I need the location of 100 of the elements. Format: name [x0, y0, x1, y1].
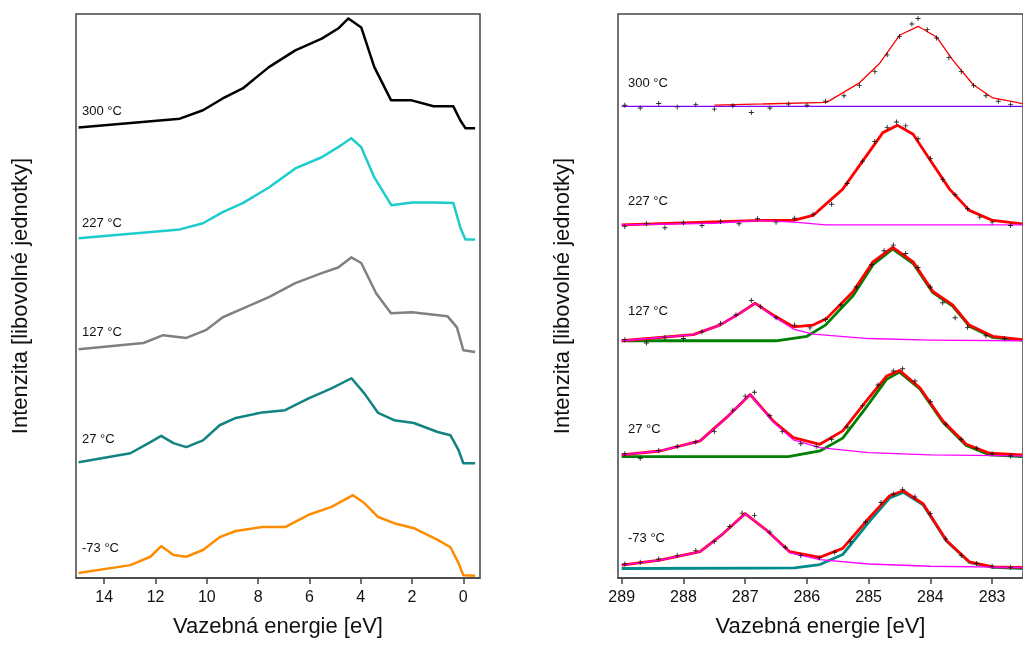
- point: [779, 428, 785, 434]
- x-tick-label: 4: [356, 587, 366, 605]
- point: [832, 549, 838, 555]
- point: [989, 451, 995, 457]
- x-tick-label: 283: [978, 587, 1006, 605]
- annotation: 27 °C: [628, 420, 661, 436]
- point: [940, 300, 946, 306]
- point: [662, 225, 668, 231]
- point: [656, 447, 662, 453]
- annotation: 127 °C: [628, 302, 668, 318]
- point: [964, 324, 970, 330]
- point: [622, 337, 628, 343]
- point: [927, 155, 933, 161]
- point: [940, 177, 946, 183]
- point: [952, 315, 958, 321]
- x-tick-label: 14: [95, 587, 114, 605]
- x-tick-label: 284: [917, 587, 944, 605]
- point: [674, 104, 680, 110]
- point: [751, 512, 757, 518]
- point: [822, 317, 828, 322]
- point: [813, 444, 819, 450]
- point: [890, 242, 896, 248]
- point: [869, 262, 875, 268]
- point: [662, 334, 668, 340]
- x-tick-label: 288: [670, 587, 697, 605]
- annotation: -73 °C: [628, 529, 665, 545]
- x-tick-label: 287: [731, 587, 759, 605]
- point: [1001, 336, 1007, 342]
- point: [1008, 564, 1014, 570]
- point: [1008, 223, 1014, 228]
- annotation: 300 °C: [628, 74, 668, 90]
- point: [816, 555, 822, 561]
- point: [711, 539, 717, 545]
- y-axis-title: Intenzita [libovolné jednotky]: [548, 157, 574, 435]
- point: [680, 336, 686, 342]
- point: [674, 444, 680, 450]
- point: [1008, 102, 1014, 108]
- x-tick-label: 12: [146, 587, 165, 605]
- point: [680, 220, 686, 226]
- point: [856, 83, 862, 89]
- point: [859, 158, 865, 164]
- point: [989, 219, 995, 225]
- point: [751, 389, 757, 395]
- point: [717, 219, 723, 225]
- point: [974, 560, 980, 566]
- point: [884, 52, 890, 58]
- point: [829, 436, 835, 442]
- point: [900, 487, 906, 493]
- point: [943, 536, 949, 542]
- point: [755, 216, 761, 222]
- point: [748, 109, 754, 115]
- point: [810, 211, 816, 217]
- point: [872, 139, 878, 145]
- point: [995, 98, 1001, 104]
- point: [822, 98, 828, 104]
- point: [693, 548, 699, 554]
- point: [952, 192, 958, 198]
- point: [674, 553, 680, 559]
- point: [934, 35, 940, 41]
- point: [881, 248, 887, 254]
- point: [748, 297, 754, 303]
- point: [798, 441, 804, 447]
- point: [903, 123, 909, 129]
- point: [909, 21, 915, 27]
- annotation: 300 °C: [82, 102, 122, 118]
- point: [804, 102, 810, 108]
- x-tick-label: 6: [304, 587, 314, 605]
- point: [730, 103, 736, 109]
- annotation: 127 °C: [82, 323, 122, 339]
- point: [727, 524, 733, 530]
- point: [622, 451, 628, 457]
- point: [903, 250, 909, 256]
- point: [637, 559, 643, 565]
- point: [847, 539, 853, 545]
- point: [792, 322, 798, 328]
- point: [872, 69, 878, 75]
- point: [711, 428, 717, 434]
- x-tick-label: 0: [458, 587, 468, 605]
- point: [927, 511, 933, 517]
- x-axis-title: Vazebná energie [eV]: [173, 612, 383, 638]
- point: [989, 563, 995, 569]
- point: [742, 393, 748, 399]
- point: [924, 27, 930, 33]
- point: [859, 403, 865, 409]
- point: [927, 399, 933, 405]
- point: [974, 445, 980, 451]
- y-axis-title: Intenzita [libovolné jednotky]: [6, 157, 32, 435]
- point: [971, 83, 977, 89]
- x-tick-label: 10: [197, 587, 216, 605]
- point: [717, 320, 723, 326]
- point: [739, 510, 745, 516]
- point: [943, 421, 949, 427]
- point: [767, 529, 773, 535]
- point: [792, 215, 798, 221]
- point: [693, 102, 699, 108]
- point: [730, 407, 736, 413]
- point: [964, 206, 970, 212]
- point: [946, 55, 952, 61]
- point: [622, 224, 628, 230]
- annotation: -73 °C: [82, 539, 119, 555]
